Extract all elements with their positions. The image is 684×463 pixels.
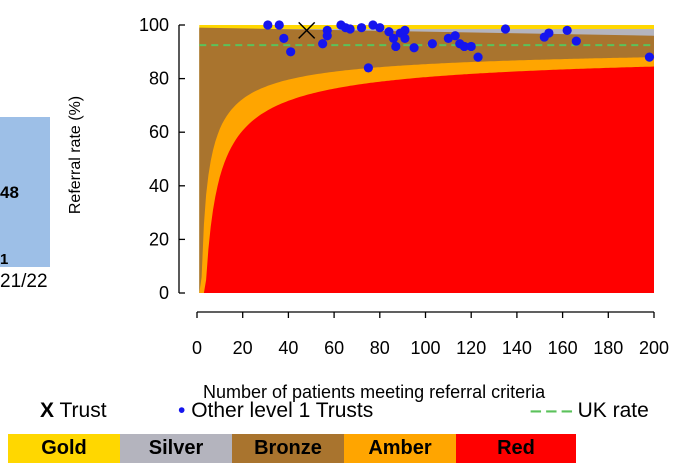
other-trust-point bbox=[391, 41, 401, 52]
left-chart-panel bbox=[0, 117, 50, 267]
other-trust-point bbox=[644, 52, 655, 62]
other-trust-point bbox=[450, 31, 460, 41]
legend-uk-rate: – – – UK rate bbox=[530, 399, 649, 423]
legend-uk-label: UK rate bbox=[577, 399, 649, 422]
other-trust-point bbox=[544, 28, 554, 38]
y-tick-label: 20 bbox=[149, 229, 169, 249]
y-tick-label: 0 bbox=[159, 283, 169, 303]
band-gold: Gold bbox=[8, 434, 120, 463]
x-tick-label: 120 bbox=[456, 338, 486, 358]
band-red: Red bbox=[456, 434, 576, 463]
dot-marker-icon: • bbox=[178, 399, 186, 422]
legend-trust: X Trust bbox=[40, 399, 107, 423]
x-tick-label: 180 bbox=[593, 338, 623, 358]
x-tick-label: 100 bbox=[410, 338, 440, 358]
y-tick-label: 100 bbox=[139, 15, 169, 35]
other-trust-point bbox=[384, 27, 394, 37]
other-trust-point bbox=[409, 43, 419, 53]
red-band-area bbox=[199, 66, 654, 293]
band-amber: Amber bbox=[344, 434, 456, 463]
x-tick-label: 200 bbox=[639, 338, 669, 358]
x-axis-label: Number of patients meeting referral crit… bbox=[203, 382, 546, 402]
left-panel-small-value: 1 bbox=[0, 251, 9, 268]
band-silver: Silver bbox=[120, 434, 232, 463]
left-panel-x-tick: 21/22 bbox=[0, 271, 48, 292]
x-tick-label: 20 bbox=[233, 338, 253, 358]
other-trust-point bbox=[356, 23, 367, 33]
trust-point bbox=[298, 21, 316, 39]
other-trust-point bbox=[388, 33, 399, 44]
other-trust-point bbox=[322, 31, 332, 41]
left-panel-value: 48 bbox=[0, 183, 19, 202]
x-tick-label: 80 bbox=[370, 338, 390, 358]
x-tick-label: 0 bbox=[192, 338, 202, 358]
plot-area bbox=[199, 25, 654, 294]
axes: 0 20 40 60 80 100 0 20 40 60 80 100 120 140 160 180 200 bbox=[139, 15, 669, 358]
y-axis-label: Referral rate (%) bbox=[67, 96, 84, 214]
x-tick-label: 40 bbox=[278, 338, 298, 358]
x-tick-label: 60 bbox=[324, 338, 344, 358]
other-trust-point bbox=[279, 33, 289, 44]
other-trust-point bbox=[500, 24, 511, 34]
y-tick-label: 80 bbox=[149, 69, 169, 89]
other-trust-point bbox=[427, 39, 437, 49]
dashed-line-icon: – – – bbox=[530, 399, 573, 422]
x-tick-label: 160 bbox=[548, 338, 578, 358]
other-trust-point bbox=[400, 33, 410, 44]
other-trust-point bbox=[466, 41, 476, 52]
legend-other-trusts: • Other level 1 Trusts bbox=[178, 399, 373, 423]
other-trust-point bbox=[345, 24, 355, 34]
data-points bbox=[263, 20, 655, 73]
other-trust-point bbox=[562, 25, 572, 35]
other-trust-point bbox=[263, 20, 273, 30]
x-tick-label: 140 bbox=[502, 338, 532, 358]
other-trust-point bbox=[473, 52, 483, 62]
legend-other-trusts-label: Other level 1 Trusts bbox=[191, 399, 374, 422]
trust-marker-icon: X bbox=[40, 399, 55, 422]
trust-x-stroke bbox=[298, 21, 316, 39]
other-trust-point bbox=[459, 41, 469, 52]
other-trust-point bbox=[400, 25, 410, 35]
band-bronze: Bronze bbox=[232, 434, 344, 463]
other-trust-point bbox=[318, 39, 328, 49]
y-tick-label: 40 bbox=[149, 176, 169, 196]
other-trust-point bbox=[286, 47, 296, 57]
other-trust-point bbox=[363, 63, 373, 73]
other-trust-point bbox=[571, 36, 581, 46]
other-trust-point bbox=[375, 23, 385, 33]
other-trust-point bbox=[274, 20, 284, 30]
y-tick-label: 60 bbox=[149, 122, 169, 142]
legend-trust-label: Trust bbox=[59, 399, 107, 422]
